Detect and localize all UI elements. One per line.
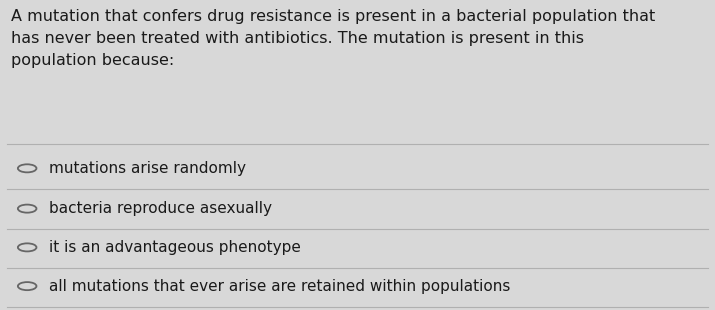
Text: all mutations that ever arise are retained within populations: all mutations that ever arise are retain… <box>49 279 510 294</box>
Text: A mutation that confers drug resistance is present in a bacterial population tha: A mutation that confers drug resistance … <box>11 9 655 68</box>
Text: bacteria reproduce asexually: bacteria reproduce asexually <box>49 201 272 216</box>
Text: it is an advantageous phenotype: it is an advantageous phenotype <box>49 240 300 255</box>
Text: mutations arise randomly: mutations arise randomly <box>49 161 246 176</box>
